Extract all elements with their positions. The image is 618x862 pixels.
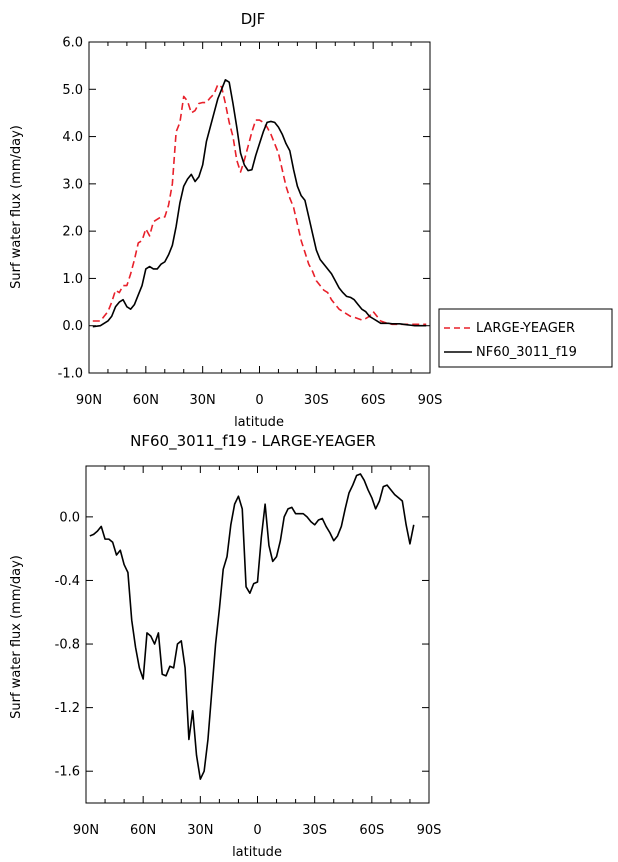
top-x-tick-label-6: 90S (418, 393, 443, 408)
top-series (92, 79, 427, 328)
top-chart-title: DJF (241, 10, 266, 28)
top-x-tick-label-1: 60N (133, 393, 159, 408)
legend: LARGE-YEAGER NF60_3011_f19 (438, 308, 613, 368)
bottom-y-axis-label: Surf water flux (mm/day) (9, 555, 24, 719)
top-x-tick-label-2: 30N (190, 393, 216, 408)
bottom-x-tick-label-1: 60N (130, 823, 156, 838)
top-y-tick-label-2: 1.0 (62, 272, 83, 287)
bottom-y-tick-label-3: -0.4 (55, 574, 80, 589)
bottom-y-tick-label-4: 0.0 (59, 510, 80, 525)
bottom-y-tick-label-2: -0.8 (55, 638, 80, 653)
top-series-line-nf60-3011-f19 (92, 79, 427, 328)
legend-label-nf60: NF60_3011_f19 (476, 345, 577, 360)
top-plot-frame (88, 41, 431, 374)
bottom-y-tick-label-0: -1.6 (55, 765, 80, 780)
top-y-tick-label-6: 5.0 (62, 83, 83, 98)
bottom-x-tick-label-2: 30N (187, 823, 213, 838)
top-series-line-large-yeager (92, 83, 427, 326)
top-y-tick-label-0: -1.0 (58, 367, 83, 382)
legend-box (438, 308, 613, 368)
bottom-y-ticks: -1.6 -1.2 -0.8 -0.4 0.0 (55, 510, 429, 780)
top-x-tick-label-0: 90N (76, 393, 102, 408)
bottom-x-ticks: 90N 60N 30N 0 30S 60S 90S (73, 466, 442, 838)
top-y-ticks: -1.0 0.0 1.0 2.0 3.0 4.0 5.0 6.0 (58, 36, 430, 382)
bottom-series (89, 473, 415, 780)
bottom-plot-frame (85, 465, 430, 804)
bottom-x-tick-label-0: 90N (73, 823, 99, 838)
bottom-x-axis-label: latitude (232, 845, 282, 860)
bottom-x-tick-label-6: 90S (417, 823, 442, 838)
top-x-tick-label-4: 30S (304, 393, 329, 408)
bottom-panel: NF60_3011_f19 - LARGE-YEAGER -1.6 -1.2 -0.… (9, 432, 441, 860)
top-y-tick-label-3: 2.0 (62, 225, 83, 240)
bottom-chart-title: NF60_3011_f19 - LARGE-YEAGER (130, 432, 376, 451)
top-y-tick-label-7: 6.0 (62, 36, 83, 51)
legend-label-large-yeager: LARGE-YEAGER (476, 321, 575, 336)
bottom-x-tick-label-4: 30S (302, 823, 327, 838)
top-panel: DJF -1.0 0.0 1.0 2.0 3.0 4.0 5.0 6.0 90N 60N 30N 0… (9, 10, 613, 430)
bottom-x-tick-label-5: 60S (359, 823, 384, 838)
top-x-axis-label: latitude (234, 415, 284, 430)
top-y-axis-label: Surf water flux (mm/day) (9, 125, 24, 289)
top-y-tick-label-1: 0.0 (62, 319, 83, 334)
bottom-x-tick-label-3: 0 (253, 823, 261, 838)
top-x-tick-label-5: 60S (361, 393, 386, 408)
top-x-ticks: 90N 60N 30N 0 30S 60S 90S (76, 42, 443, 408)
top-x-tick-label-3: 0 (255, 393, 263, 408)
bottom-series-line-nf60-3011-f19-large-yeager (89, 473, 415, 780)
top-y-tick-label-4: 3.0 (62, 177, 83, 192)
top-y-tick-label-5: 4.0 (62, 130, 83, 145)
bottom-y-tick-label-1: -1.2 (55, 701, 80, 716)
